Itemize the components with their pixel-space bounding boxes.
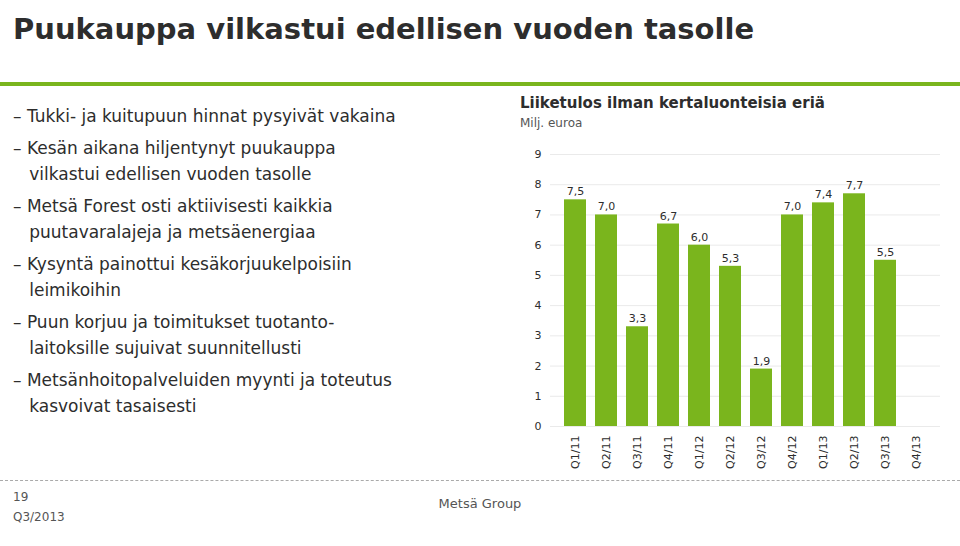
svg-text:Q2/11: Q2/11 [600, 436, 613, 469]
svg-text:7,0: 7,0 [784, 200, 802, 213]
svg-text:0: 0 [535, 420, 542, 433]
svg-text:9: 9 [535, 148, 542, 161]
html-text:– Puun korjuu ja toimitukset t: – Puun korjuu ja toimitukset tuotanto- [13, 312, 335, 332]
svg-text:Q3/13: Q3/13 [879, 436, 892, 469]
svg-text:7,4: 7,4 [815, 188, 833, 201]
svg-text:Q2/13: Q2/13 [848, 436, 861, 469]
svg-text:5,3: 5,3 [722, 252, 740, 265]
svg-text:2: 2 [535, 360, 542, 373]
html-text:19: 19 [13, 490, 29, 504]
svg-text:8: 8 [535, 178, 542, 191]
svg-text:1,9: 1,9 [753, 355, 771, 368]
svg-text:7,5: 7,5 [567, 185, 585, 198]
svg-text:Q1/12: Q1/12 [693, 436, 706, 469]
html-text:Q3/2013: Q3/2013 [13, 510, 65, 524]
svg-text:Q1/13: Q1/13 [817, 436, 830, 469]
html-text:leimikoihin: leimikoihin [13, 280, 121, 300]
svg-text:7: 7 [535, 208, 542, 221]
svg-text:6: 6 [535, 239, 542, 252]
html-text:– Metsänhoitopalveluiden myynt: – Metsänhoitopalveluiden myynti ja toteu… [13, 370, 392, 390]
svg-text:5: 5 [535, 269, 542, 282]
html-text:Milj. euroa: Milj. euroa [520, 116, 583, 130]
svg-text:4: 4 [535, 299, 542, 312]
svg-text:Q1/11: Q1/11 [569, 436, 582, 469]
html-text:Puukauppa vilkastui edellisen: Puukauppa vilkastui edellisen vuoden tas… [13, 12, 755, 46]
svg-text:5,5: 5,5 [877, 246, 895, 259]
svg-text:3: 3 [535, 329, 542, 342]
html-text:– Tukki- ja kuitupuun hinnat p: – Tukki- ja kuitupuun hinnat pysyivät va… [13, 106, 396, 126]
svg-text:1: 1 [535, 390, 542, 403]
html-text:– Kesän aikana hiljentynyt puu: – Kesän aikana hiljentynyt puukauppa [13, 138, 336, 158]
svg-text:Q4/11: Q4/11 [662, 436, 675, 469]
svg-text:Q3/12: Q3/12 [755, 436, 768, 469]
html-text:puutavaralajeja ja metsäenergi: puutavaralajeja ja metsäenergiaa [13, 222, 316, 242]
svg-text:3,3: 3,3 [629, 312, 647, 325]
html-text:Liiketulos ilman kertaluonteis: Liiketulos ilman kertaluonteisia eriä [520, 94, 825, 112]
html-text:– Kysyntä painottui kesäkorjuu: – Kysyntä painottui kesäkorjuukelpoisiin [13, 254, 352, 274]
svg-text:6,7: 6,7 [660, 210, 678, 223]
html-text:laitoksille sujuivat suunnitel: laitoksille sujuivat suunnitellusti [13, 338, 302, 358]
svg-text:Q2/12: Q2/12 [724, 436, 737, 469]
svg-text:Q3/11: Q3/11 [631, 436, 644, 469]
html-text:Metsä Group: Metsä Group [438, 496, 522, 511]
svg-text:7,7: 7,7 [846, 179, 864, 192]
svg-text:Q4/13: Q4/13 [910, 436, 923, 469]
html-text:vilkastui edellisen vuoden tas: vilkastui edellisen vuoden tasolle [13, 164, 312, 184]
html-text:kasvoivat tasaisesti: kasvoivat tasaisesti [13, 396, 197, 416]
svg-text:Q4/12: Q4/12 [786, 436, 799, 469]
svg-text:7,0: 7,0 [598, 200, 616, 213]
html-text:– Metsä Forest osti aktiivises: – Metsä Forest osti aktiivisesti kaikkia [13, 196, 333, 216]
svg-text:6,0: 6,0 [691, 231, 709, 244]
